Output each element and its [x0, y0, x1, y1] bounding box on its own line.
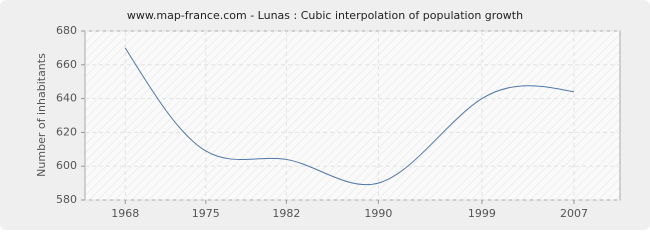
- x-tick-label: 1968: [111, 207, 139, 220]
- chart: www.map-france.com - Lunas : Cubic inter…: [0, 0, 650, 230]
- plot-area: [84, 30, 621, 201]
- y-tick-label: 660: [56, 58, 77, 71]
- x-tick-label: 1975: [192, 207, 220, 220]
- y-axis-label: Number of inhabitants: [35, 53, 48, 177]
- x-tick-label: 1990: [364, 207, 392, 220]
- y-tick-label: 620: [56, 125, 77, 138]
- page: www.map-france.com - Lunas : Cubic inter…: [0, 0, 650, 230]
- y-tick-label: 600: [56, 159, 77, 172]
- x-tick-label: 1999: [468, 207, 496, 220]
- y-tick-label: 680: [56, 24, 77, 37]
- x-tick-label: 2007: [560, 207, 588, 220]
- line-series: [124, 47, 575, 186]
- y-tick-label: 580: [56, 193, 77, 206]
- x-tick-label: 1982: [272, 207, 300, 220]
- chart-title: www.map-france.com - Lunas : Cubic inter…: [127, 9, 523, 22]
- y-tick-label: 640: [56, 92, 77, 105]
